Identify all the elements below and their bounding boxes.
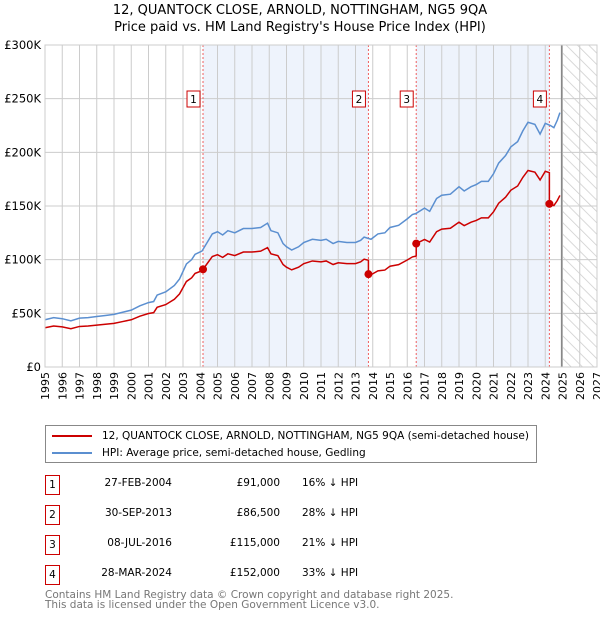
- chart-subtitle: Price paid vs. HM Land Registry's House …: [114, 20, 486, 35]
- x-tick-label: 2018: [436, 372, 449, 400]
- sale-hpi-comparison: 28% ↓ HPI: [302, 507, 359, 519]
- sale-label-box: [399, 90, 414, 108]
- x-tick-label: 2003: [177, 372, 190, 400]
- sale-date: 08-JUL-2016: [107, 537, 172, 549]
- sale-label-number: 2: [356, 94, 363, 106]
- legend-swatch-hpi: [52, 452, 92, 454]
- property-price-line: [44, 169, 561, 330]
- sale-label-number: 3: [403, 94, 410, 106]
- x-tick-label: 2016: [401, 372, 414, 400]
- y-tick-label: £100K: [4, 253, 41, 267]
- sale-point: [364, 270, 373, 279]
- sale-row: 3 08-JUL-2016 £115,000 21% ↓ HPI: [45, 535, 565, 555]
- sale-point: [412, 239, 421, 248]
- sale-marker-number: 4: [45, 565, 60, 585]
- legend: 12, QUANTOCK CLOSE, ARNOLD, NOTTINGHAM, …: [45, 425, 537, 463]
- x-tick-label: 2002: [160, 372, 173, 400]
- y-tick-label: £250K: [4, 92, 41, 106]
- x-tick-label: 2009: [281, 372, 294, 400]
- legend-swatch-property: [52, 435, 92, 437]
- x-tick-label: 2013: [350, 372, 363, 400]
- x-tick-label: 2010: [298, 372, 311, 400]
- sale-label-box: [186, 90, 201, 108]
- sale-price: £152,000: [229, 567, 280, 579]
- x-tick-label: 1997: [74, 372, 87, 400]
- sale-point: [545, 199, 554, 208]
- sale-hpi-comparison: 33% ↓ HPI: [302, 567, 359, 579]
- y-tick-label: £200K: [4, 145, 41, 159]
- price-chart: 1995 1996 1997 1998 1999 2000 2001 2002 2003 2004…: [4, 38, 600, 400]
- x-tick-label: 2025: [557, 372, 570, 400]
- x-tick-label: 1996: [56, 372, 69, 400]
- sale-date: 27-FEB-2004: [104, 477, 172, 489]
- x-tick-label: 2019: [453, 372, 466, 400]
- sale-hpi-comparison: 21% ↓ HPI: [302, 537, 359, 549]
- sale-label-number: 4: [537, 94, 544, 106]
- y-tick-label: £150K: [4, 199, 41, 213]
- sale-marker-number: 1: [45, 475, 60, 495]
- y-tick-label: £0: [26, 360, 41, 374]
- x-tick-label: 1995: [39, 372, 52, 400]
- x-tick-label: 2001: [143, 372, 156, 400]
- x-tick-label: 2020: [470, 372, 483, 400]
- x-tick-label: 2027: [591, 372, 600, 400]
- sale-hpi-comparison: 16% ↓ HPI: [302, 477, 359, 489]
- x-tick-label: 2008: [263, 372, 276, 400]
- legend-label-property: 12, QUANTOCK CLOSE, ARNOLD, NOTTINGHAM, …: [102, 430, 529, 442]
- x-tick-label: 2015: [384, 372, 397, 400]
- x-tick-label: 2000: [125, 372, 138, 400]
- sale-label-number: 1: [190, 94, 197, 106]
- legend-label-hpi: HPI: Average price, semi-detached house,…: [102, 447, 366, 459]
- x-tick-label: 2011: [315, 372, 328, 400]
- footer-licence: This data is licensed under the Open Gov…: [45, 599, 380, 611]
- sale-marker-number: 2: [45, 505, 60, 525]
- x-tick-label: 2023: [522, 372, 535, 400]
- y-tick-label: £50K: [12, 306, 42, 320]
- x-tick-label: 2026: [574, 372, 587, 400]
- x-tick-label: 2022: [505, 372, 518, 400]
- hpi-line: [44, 112, 561, 322]
- x-tick-label: 2007: [246, 372, 259, 400]
- footer-copyright: Contains HM Land Registry data © Crown c…: [45, 589, 454, 601]
- sale-date: 30-SEP-2013: [104, 507, 172, 519]
- sale-label-box: [532, 90, 547, 108]
- sale-price: £115,000: [229, 537, 280, 549]
- x-tick-label: 2014: [367, 372, 380, 400]
- sale-date: 28-MAR-2024: [101, 567, 172, 579]
- x-tick-label: 1999: [108, 372, 121, 400]
- x-tick-label: 2021: [488, 372, 501, 400]
- sale-row: 1 27-FEB-2004 £91,000 16% ↓ HPI: [45, 475, 565, 495]
- sale-row: 4 28-MAR-2024 £152,000 33% ↓ HPI: [45, 565, 565, 585]
- y-tick-label: £300K: [4, 38, 41, 52]
- sale-row: 2 30-SEP-2013 £86,500 28% ↓ HPI: [45, 505, 565, 525]
- x-tick-label: 2012: [332, 372, 345, 400]
- plot-border: [44, 44, 598, 368]
- legend-item-property: 12, QUANTOCK CLOSE, ARNOLD, NOTTINGHAM, …: [52, 430, 529, 442]
- x-tick-label: 2006: [229, 372, 242, 400]
- x-tick-label: 2004: [194, 372, 207, 400]
- sale-marker-number: 3: [45, 535, 60, 555]
- x-tick-label: 2024: [539, 372, 552, 400]
- sale-point: [199, 265, 208, 274]
- legend-item-hpi: HPI: Average price, semi-detached house,…: [52, 447, 366, 459]
- x-tick-label: 2005: [212, 372, 225, 400]
- chart-title: 12, QUANTOCK CLOSE, ARNOLD, NOTTINGHAM, …: [112, 3, 488, 18]
- footer: Contains HM Land Registry data © Crown c…: [45, 589, 454, 611]
- x-tick-label: 2017: [419, 372, 432, 400]
- sale-price: £91,000: [236, 477, 280, 489]
- x-tick-label: 1998: [91, 372, 104, 400]
- sale-price: £86,500: [236, 507, 280, 519]
- sale-label-box: [351, 90, 366, 108]
